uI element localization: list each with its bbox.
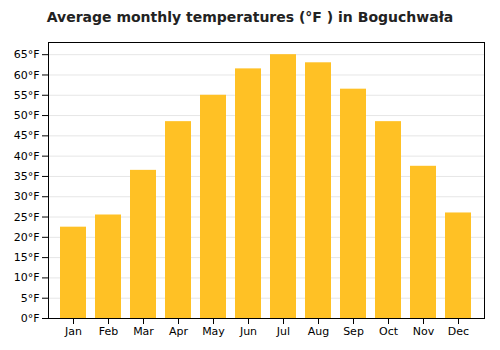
svg-text:Dec: Dec	[448, 325, 469, 338]
svg-text:Jan: Jan	[64, 325, 82, 338]
svg-text:5°F: 5°F	[21, 292, 40, 305]
svg-text:May: May	[202, 325, 225, 338]
svg-text:Feb: Feb	[99, 325, 118, 338]
svg-text:35°F: 35°F	[14, 170, 40, 183]
svg-text:Aug: Aug	[308, 325, 329, 338]
svg-text:Nov: Nov	[413, 325, 435, 338]
svg-text:25°F: 25°F	[14, 211, 40, 224]
svg-text:0°F: 0°F	[21, 312, 40, 325]
svg-text:Sep: Sep	[343, 325, 364, 338]
svg-text:55°F: 55°F	[14, 89, 40, 102]
svg-text:20°F: 20°F	[14, 231, 40, 244]
svg-text:15°F: 15°F	[14, 251, 40, 264]
svg-text:Apr: Apr	[169, 325, 189, 338]
svg-text:Jul: Jul	[276, 325, 290, 338]
svg-text:40°F: 40°F	[14, 150, 40, 163]
svg-text:Oct: Oct	[379, 325, 399, 338]
svg-text:45°F: 45°F	[14, 129, 40, 142]
svg-text:65°F: 65°F	[14, 48, 40, 61]
html-text:Average monthly temperatures (: Average monthly temperatures (°F ) in Bo…	[46, 9, 454, 25]
svg-text:60°F: 60°F	[14, 68, 40, 81]
svg-text:50°F: 50°F	[14, 109, 40, 122]
svg-text:Mar: Mar	[133, 325, 154, 338]
svg-text:Jun: Jun	[239, 325, 257, 338]
svg-text:30°F: 30°F	[14, 190, 40, 203]
svg-text:10°F: 10°F	[14, 271, 40, 284]
